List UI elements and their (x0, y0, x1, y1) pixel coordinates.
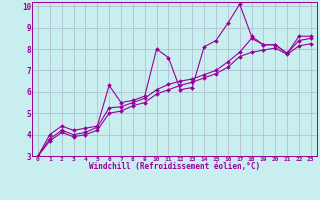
X-axis label: Windchill (Refroidissement éolien,°C): Windchill (Refroidissement éolien,°C) (89, 162, 260, 171)
